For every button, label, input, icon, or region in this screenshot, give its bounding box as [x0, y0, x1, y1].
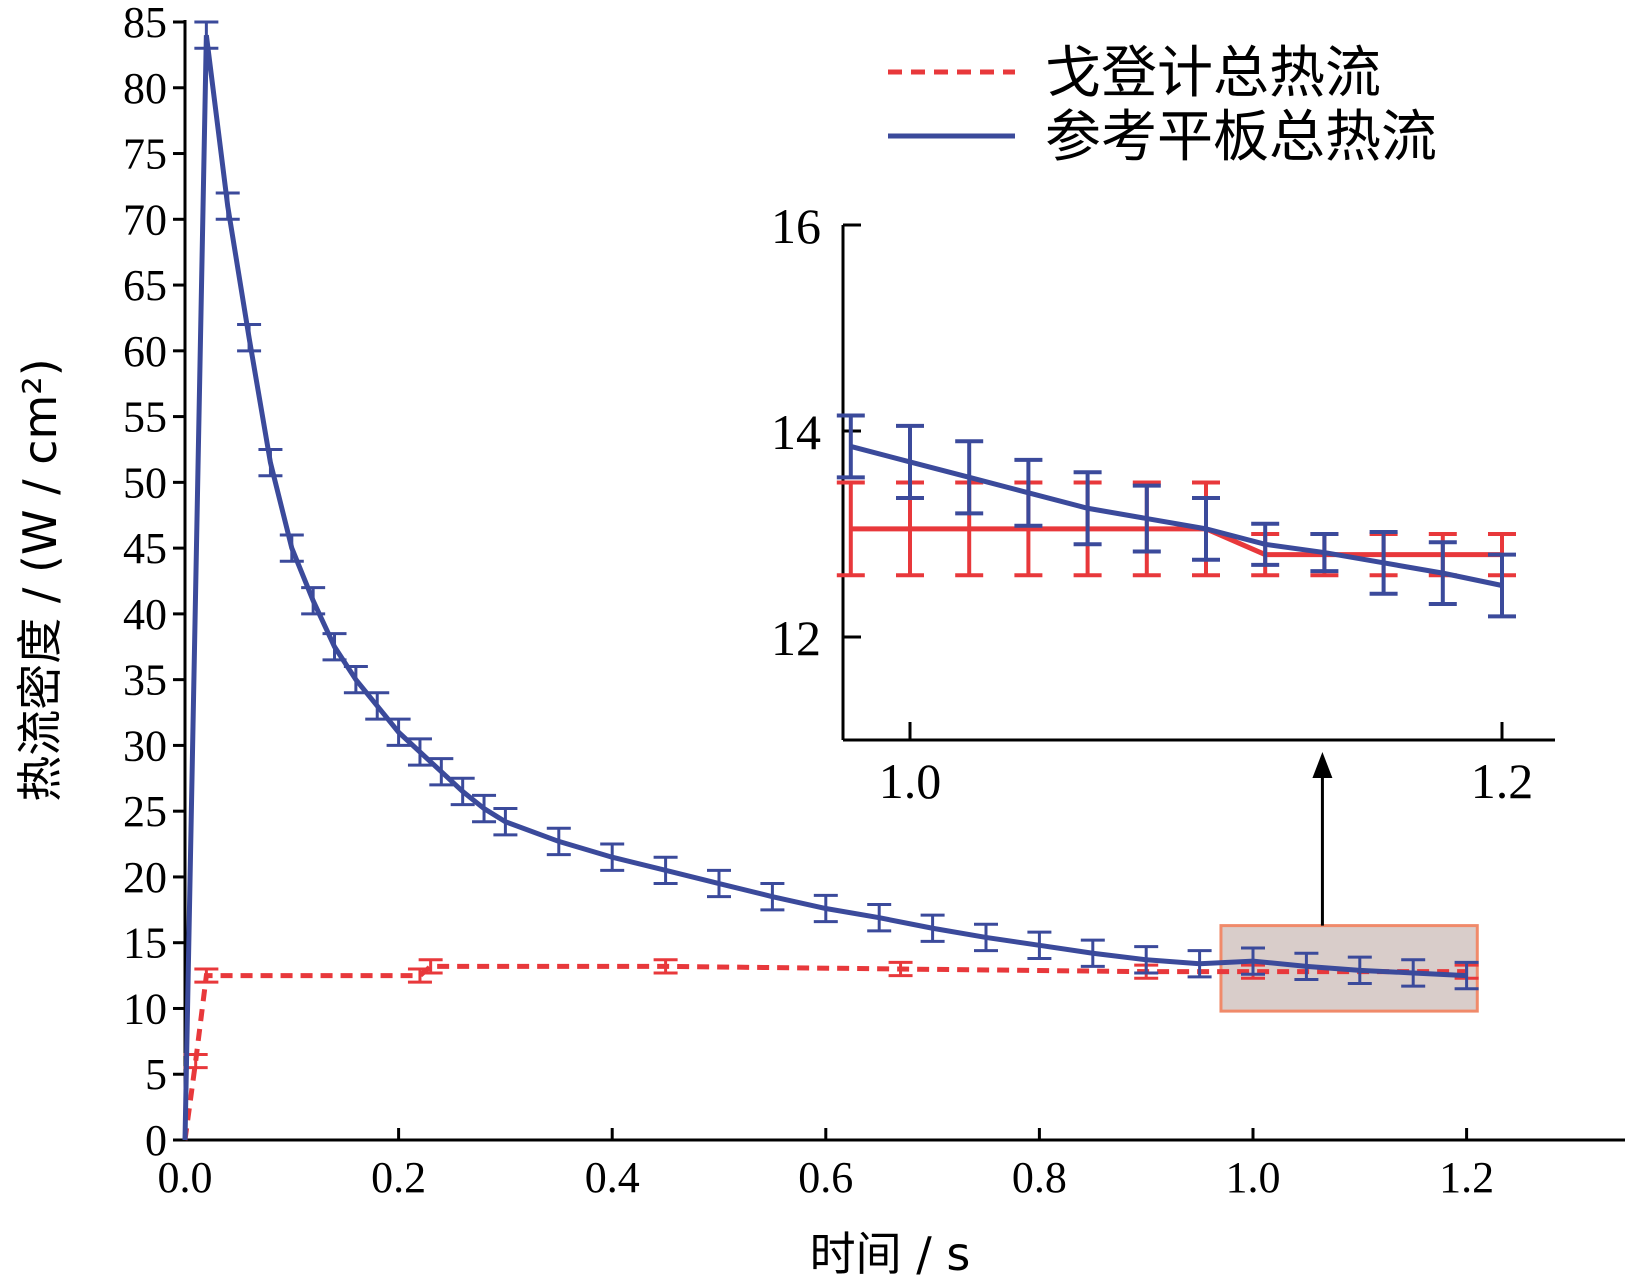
errorbar	[493, 807, 518, 837]
inset-y-tick-label: 12	[771, 610, 821, 666]
y-tick-label: 75	[123, 130, 167, 179]
inset-errorbar	[1369, 529, 1398, 596]
errorbar	[974, 922, 998, 953]
y-tick-label: 45	[123, 524, 167, 573]
legend: 戈登计总热流 参考平板总热流	[888, 41, 1437, 170]
errorbar	[237, 323, 262, 353]
zoom-arrow-head	[1312, 752, 1333, 778]
y-tick-label: 70	[123, 195, 167, 244]
legend-label-gordon: 戈登计总热流	[1045, 41, 1381, 106]
inset-y-tick-label: 14	[771, 404, 821, 460]
inset-errorbar	[955, 439, 984, 516]
errorbar	[279, 533, 304, 563]
y-tick-label: 50	[123, 458, 167, 507]
main-series	[182, 20, 1479, 1141]
y-tick-label: 15	[123, 919, 167, 968]
inset-errorbar	[1310, 532, 1339, 574]
main-ticks: 0 5 10 15 20 25 30 35 40 45 50 55 60 65 70 75 80 85 0.0 0.2…	[123, 0, 1494, 1202]
errorbar	[407, 967, 432, 984]
errorbar	[386, 717, 411, 747]
y-tick-label: 10	[123, 984, 167, 1033]
x-tick-label: 0.4	[585, 1153, 640, 1202]
inset-errorbar	[1488, 552, 1516, 619]
inset-line-reference	[850, 444, 1503, 588]
errorbar	[760, 882, 785, 912]
inset-errorbar	[1192, 495, 1220, 562]
x-axis-title: 时间 / s	[810, 1227, 971, 1280]
inset-errorbar	[836, 480, 865, 578]
y-tick-label: 40	[123, 590, 167, 639]
errorbar	[1027, 930, 1052, 960]
x-tick-label: 0.2	[371, 1153, 426, 1202]
errorbar	[258, 447, 283, 478]
main-axes	[183, 20, 1625, 1142]
y-tick-label: 65	[123, 261, 167, 310]
errorbar	[1134, 945, 1159, 975]
errorbar	[365, 691, 390, 721]
errorbar	[450, 776, 475, 807]
series-line-reference	[182, 34, 1467, 1141]
y-axis-title: 热流密度 / (W / cm²)	[13, 358, 67, 801]
y-tick-label: 35	[123, 656, 167, 705]
inset-errorbar	[1132, 483, 1161, 554]
inset-errorbar	[896, 423, 924, 500]
errorbar	[1294, 951, 1319, 982]
y-tick-label: 60	[123, 327, 167, 376]
inset-errorbar	[1428, 540, 1457, 607]
y-tick-label: 55	[123, 393, 167, 442]
x-tick-label: 1.0	[1226, 1153, 1281, 1202]
errorbar	[1241, 946, 1265, 976]
errorbar	[343, 664, 368, 695]
errorbar	[653, 855, 678, 886]
inset-chart: 12 14 16 1.0 1.2	[771, 198, 1555, 809]
errorbar	[407, 737, 432, 767]
errorbar	[194, 967, 219, 984]
x-tick-label: 1.2	[1439, 1153, 1494, 1202]
y-tick-label: 0	[145, 1116, 167, 1165]
errorbar	[322, 632, 347, 662]
x-tick-label: 0.0	[158, 1153, 213, 1202]
inset-errorbar	[1014, 457, 1043, 528]
errorbar	[418, 958, 443, 975]
errorbar	[215, 191, 240, 221]
errorbar	[653, 958, 678, 975]
errorbar	[546, 826, 571, 857]
y-tick-label: 25	[123, 787, 167, 836]
inset-series	[836, 413, 1516, 619]
errorbar	[920, 913, 945, 943]
errorbar	[867, 903, 892, 933]
errorbar	[600, 842, 625, 872]
errorbar	[1401, 958, 1426, 988]
errorbar	[472, 793, 497, 824]
errorbar	[1080, 938, 1105, 968]
y-tick-label: 85	[123, 0, 167, 47]
errorbar	[707, 868, 731, 899]
errorbar	[1187, 949, 1212, 979]
inset-y-tick-label: 16	[771, 198, 821, 254]
errorbar	[194, 20, 219, 50]
errorbar	[1347, 955, 1372, 985]
x-tick-label: 0.8	[1012, 1153, 1067, 1202]
errorbar	[301, 586, 326, 616]
y-tick-label: 20	[123, 853, 167, 902]
y-tick-label: 30	[123, 721, 167, 770]
y-tick-label: 80	[123, 64, 167, 113]
errorbar	[1454, 960, 1479, 991]
inset-errorbar	[1073, 470, 1102, 547]
errorbar	[888, 960, 913, 978]
inset-ticks: 12 14 16 1.0 1.2	[771, 198, 1533, 809]
inset-x-tick-label: 1.0	[879, 753, 942, 809]
inset-errorbar	[1251, 521, 1280, 567]
inset-errorbar	[836, 413, 865, 480]
y-tick-label: 5	[145, 1050, 167, 1099]
legend-label-reference: 参考平板总热流	[1045, 105, 1437, 170]
inset-x-tick-label: 1.2	[1471, 753, 1534, 809]
errorbar	[813, 893, 838, 924]
errorbar	[429, 757, 454, 787]
inset-line-gordon	[850, 526, 1502, 558]
x-tick-label: 0.6	[798, 1153, 853, 1202]
